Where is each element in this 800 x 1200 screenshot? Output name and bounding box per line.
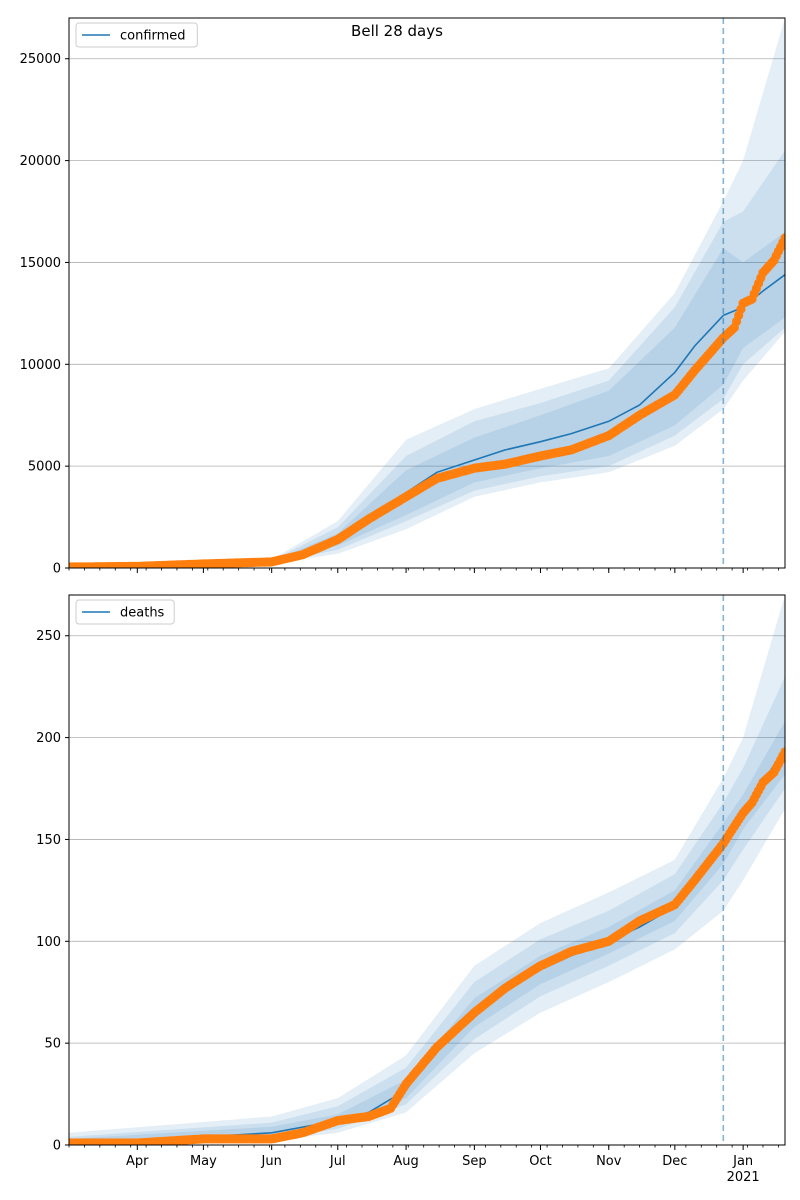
y-tick-label: 100 bbox=[36, 935, 61, 950]
x-tick-label: Sep bbox=[462, 1154, 487, 1169]
x-tick-label: Jun bbox=[261, 1154, 282, 1169]
y-tick-label: 20000 bbox=[20, 154, 61, 169]
chart-title: Bell 28 days bbox=[351, 22, 443, 40]
x-tick-label: Jul bbox=[329, 1154, 346, 1169]
confirmed-panel: 0 5000 10000 15000 20000 25000 confirmed bbox=[20, 17, 786, 577]
legend-label: deaths bbox=[120, 606, 165, 621]
uncertainty-band-3 bbox=[69, 18, 785, 568]
x-tick-label: Aug bbox=[393, 1154, 418, 1169]
uncertainty-band-1 bbox=[69, 231, 785, 568]
x-tick-label: Dec bbox=[662, 1154, 687, 1169]
y-tick-label: 25000 bbox=[20, 52, 61, 67]
y-tick-label: 10000 bbox=[20, 358, 61, 373]
x-tick-label: Apr bbox=[126, 1154, 149, 1169]
plot-area bbox=[69, 18, 785, 568]
x-tick-label: Oct bbox=[529, 1154, 551, 1169]
observed-point bbox=[780, 747, 785, 757]
uncertainty-band-2 bbox=[69, 676, 785, 1145]
plot-area bbox=[69, 595, 785, 1145]
y-tick-label: 5000 bbox=[28, 460, 61, 475]
legend-label: confirmed bbox=[120, 29, 186, 44]
x-tick-label: May bbox=[190, 1154, 217, 1169]
deaths-panel: 0 50 100 150 200 250 Apr May Jun Jul Aug Sep Oct Nov D… bbox=[36, 594, 786, 1185]
observed-point bbox=[780, 233, 785, 243]
y-tick-label: 15000 bbox=[20, 256, 61, 271]
x-tick-label: Jan bbox=[732, 1154, 753, 1169]
y-tick-label: 50 bbox=[44, 1037, 61, 1052]
y-tick-label: 0 bbox=[53, 562, 61, 577]
legend-box bbox=[75, 599, 175, 625]
axes-frame bbox=[68, 594, 786, 1146]
y-tick-label: 200 bbox=[36, 731, 61, 746]
legend-box bbox=[75, 22, 198, 48]
x-tick-label: Nov bbox=[596, 1154, 622, 1169]
axes-frame bbox=[68, 17, 786, 569]
x-tick-label: 2021 bbox=[727, 1170, 760, 1185]
y-tick-label: 150 bbox=[36, 833, 61, 848]
uncertainty-band-3 bbox=[69, 595, 785, 1145]
uncertainty-band-2 bbox=[69, 150, 785, 568]
y-tick-label: 250 bbox=[36, 629, 61, 644]
y-tick-label: 0 bbox=[53, 1139, 61, 1154]
